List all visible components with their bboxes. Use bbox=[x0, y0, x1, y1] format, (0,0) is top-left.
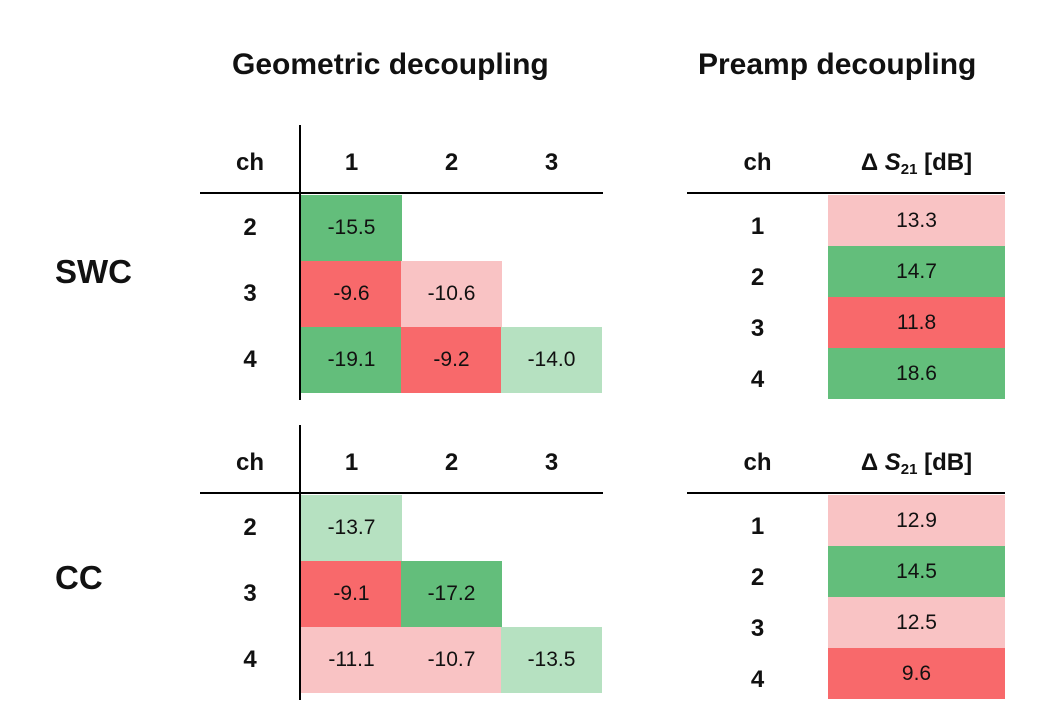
geometric-cell: -14.0 bbox=[501, 327, 602, 393]
geometric-cell: -9.1 bbox=[301, 561, 402, 627]
preamp-cell: 18.6 bbox=[828, 348, 1005, 399]
preamp-row-label-4: 4 bbox=[750, 366, 765, 393]
geometric-decoupling-title: Geometric decoupling bbox=[232, 48, 549, 81]
preamp-cell: 12.9 bbox=[828, 495, 1005, 546]
geometric-header-rule bbox=[200, 492, 603, 494]
preamp-cell: 14.5 bbox=[828, 546, 1005, 597]
preamp-row-label-2: 2 bbox=[750, 264, 765, 291]
preamp-row-label-1: 1 bbox=[750, 513, 765, 540]
geometric-cell: -15.5 bbox=[301, 195, 402, 261]
geometric-row-label-3: 3 bbox=[243, 280, 257, 307]
group-label-cc: CC bbox=[55, 559, 103, 596]
preamp-row-label-2: 2 bbox=[750, 564, 765, 591]
preamp-row-label-4: 4 bbox=[750, 666, 765, 693]
geometric-cell: -10.7 bbox=[401, 627, 502, 693]
preamp-row-label-3: 3 bbox=[750, 315, 765, 342]
preamp-row-label-1: 1 bbox=[750, 213, 765, 240]
geometric-cell: -11.1 bbox=[301, 627, 402, 693]
preamp-header-rule bbox=[687, 492, 1005, 494]
geometric-row-label-3: 3 bbox=[243, 580, 257, 607]
geometric-row-label-2: 2 bbox=[243, 514, 257, 541]
preamp-delta-s21-header: Δ S21 [dB] bbox=[860, 149, 973, 178]
geometric-cell: -13.7 bbox=[301, 495, 402, 561]
preamp-row-label-3: 3 bbox=[750, 615, 765, 642]
geometric-row-divider bbox=[299, 425, 301, 700]
geometric-cell: -9.2 bbox=[401, 327, 502, 393]
preamp-ch-header: ch bbox=[743, 149, 772, 176]
preamp-decoupling-title: Preamp decoupling bbox=[698, 48, 977, 81]
preamp-cell: 11.8 bbox=[828, 297, 1005, 348]
geometric-col-header-1: 1 bbox=[344, 449, 359, 476]
preamp-cell: 14.7 bbox=[828, 246, 1005, 297]
preamp-delta-s21-header: Δ S21 [dB] bbox=[860, 449, 973, 478]
geometric-cell: -19.1 bbox=[301, 327, 402, 393]
geometric-col-header-3: 3 bbox=[544, 449, 559, 476]
preamp-ch-header: ch bbox=[743, 449, 772, 476]
preamp-cell: 12.5 bbox=[828, 597, 1005, 648]
geometric-ch-header: ch bbox=[235, 449, 264, 476]
geometric-col-header-3: 3 bbox=[544, 149, 559, 176]
group-label-swc: SWC bbox=[55, 253, 132, 290]
geometric-ch-header: ch bbox=[235, 149, 264, 176]
geometric-col-header-2: 2 bbox=[444, 149, 459, 176]
geometric-col-header-1: 1 bbox=[344, 149, 359, 176]
preamp-cell: 9.6 bbox=[828, 648, 1005, 699]
geometric-row-divider bbox=[299, 125, 301, 400]
geometric-cell: -13.5 bbox=[501, 627, 602, 693]
preamp-cell: 13.3 bbox=[828, 195, 1005, 246]
geometric-row-label-4: 4 bbox=[243, 646, 257, 673]
geometric-header-rule bbox=[200, 192, 603, 194]
geometric-row-label-2: 2 bbox=[243, 214, 257, 241]
geometric-row-label-4: 4 bbox=[243, 346, 257, 373]
geometric-cell: -9.6 bbox=[301, 261, 402, 327]
geometric-cell: -10.6 bbox=[401, 261, 502, 327]
preamp-header-rule bbox=[687, 192, 1005, 194]
geometric-cell: -17.2 bbox=[401, 561, 502, 627]
geometric-col-header-2: 2 bbox=[444, 449, 459, 476]
